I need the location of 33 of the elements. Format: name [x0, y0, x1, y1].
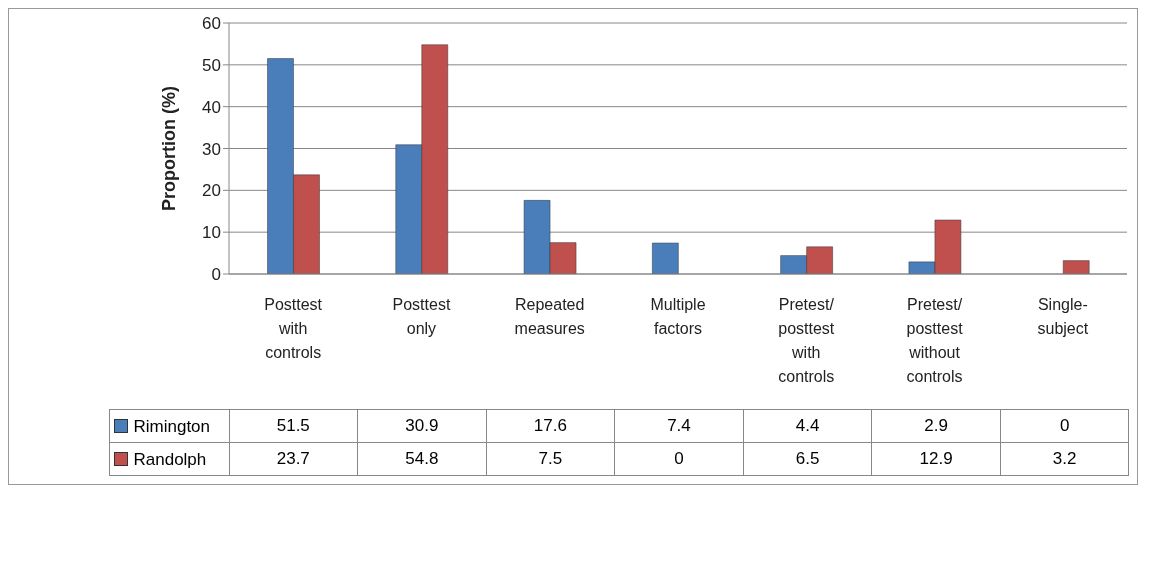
- x-tick-label: Pretest/posttest with controls: [778, 296, 835, 385]
- bar: [1062, 260, 1090, 274]
- x-tick-label: Posttest with controls: [264, 296, 323, 361]
- x-tick-label: Repeated measures: [514, 296, 585, 337]
- data-label: 17.6: [486, 409, 615, 443]
- data-label: 30.9: [357, 409, 487, 443]
- data-label: 23.7: [229, 442, 358, 476]
- data-label: 7.4: [614, 409, 744, 443]
- x-tick-label: Single-subject: [1037, 296, 1089, 337]
- data-label: 3.2: [1000, 442, 1129, 476]
- y-tick-label: 50: [202, 55, 221, 75]
- y-tick-label: 0: [211, 265, 221, 285]
- data-label: 7.5: [486, 442, 615, 476]
- data-label: 2.9: [871, 409, 1001, 443]
- data-label: 0: [614, 442, 744, 476]
- data-label: 51.5: [229, 409, 358, 443]
- data-label: 54.8: [357, 442, 487, 476]
- bar: [652, 242, 679, 274]
- data-label: 12.9: [871, 442, 1001, 476]
- legend-label: Randolph: [133, 449, 207, 469]
- y-tick-label: 10: [202, 223, 221, 243]
- y-tick-label: 20: [202, 181, 221, 201]
- y-tick-label: 40: [202, 97, 221, 117]
- data-label: 6.5: [743, 442, 872, 476]
- legend-label: Rimington: [133, 416, 211, 436]
- data-label: 4.4: [743, 409, 872, 443]
- y-tick-label: 60: [202, 14, 221, 34]
- y-axis-title: Proportion (%): [159, 86, 180, 211]
- y-tick-label: 30: [202, 139, 221, 159]
- data-label: 0: [1000, 409, 1129, 443]
- x-tick-label: Pretest/posttest without controls: [906, 296, 964, 385]
- x-tick-label: Multiple factors: [650, 296, 706, 337]
- x-tick-label: Posttest only: [392, 296, 451, 337]
